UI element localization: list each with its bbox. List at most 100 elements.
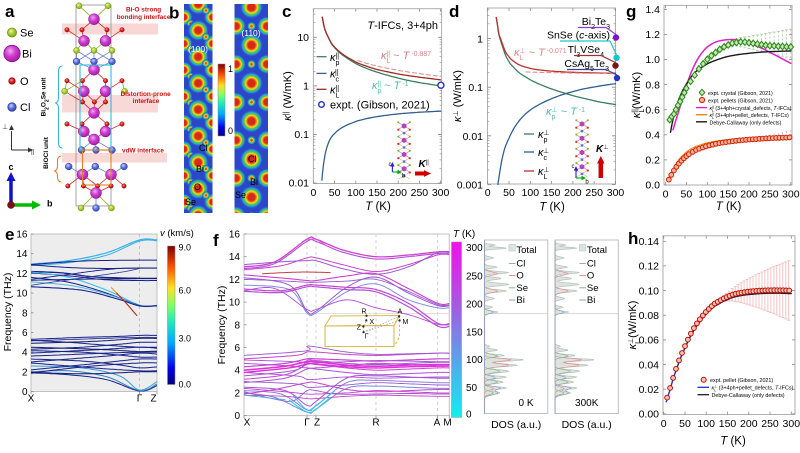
svg-text:0.001: 0.001 [457,180,483,192]
svg-text:200: 200 [564,187,582,199]
svg-text:Bi: Bi [516,295,524,306]
svg-text:A: A [398,309,403,316]
svg-text:200: 200 [466,300,483,311]
svg-text:Debye-Callaway (only defects): Debye-Callaway (only defects) [712,393,785,399]
svg-text:10: 10 [16,289,28,300]
svg-text:4: 4 [234,366,240,377]
svg-text:0: 0 [228,126,233,136]
svg-text:14: 14 [16,249,28,260]
svg-text:2: 2 [22,367,28,378]
svg-text:250: 250 [585,187,603,199]
svg-text:16: 16 [229,230,241,241]
svg-text:0 K: 0 K [518,398,533,409]
svg-text:Frequency (THz): Frequency (THz) [2,273,14,352]
svg-text:300: 300 [432,187,450,199]
svg-text:3.0: 3.0 [179,334,192,344]
svg-text:Cl: Cl [199,143,208,153]
svg-text:150: 150 [466,328,483,339]
svg-text:Bi: Bi [196,164,204,174]
svg-text:0: 0 [234,411,240,422]
svg-text:X: X [370,319,375,326]
svg-text:M: M [403,319,409,326]
svg-text:150: 150 [719,189,737,201]
svg-text:Γ: Γ [304,418,310,429]
svg-text:h: h [628,229,638,248]
svg-text:1.4: 1.4 [645,4,660,16]
svg-text:200: 200 [740,418,758,430]
svg-text:10: 10 [297,32,309,44]
svg-text:Debye-Callaway (only defects): Debye-Callaway (only defects) [710,120,782,126]
svg-text:Frequency (THz): Frequency (THz) [216,286,228,365]
svg-text:300: 300 [607,187,625,199]
svg-text:0: 0 [466,410,472,421]
svg-text:0.0: 0.0 [179,380,192,390]
svg-text:14: 14 [229,252,241,263]
svg-text:100: 100 [347,187,365,199]
svg-text:c: c [389,162,392,168]
svg-text:T (K): T (K) [365,201,391,213]
svg-text:Se: Se [235,190,246,200]
svg-text:||: || [31,149,35,156]
svg-text:Bi: Bi [22,49,32,61]
svg-text:0: 0 [663,189,669,201]
svg-text:12: 12 [229,275,241,286]
svg-text:150: 150 [719,418,737,430]
svg-text:DOS (a.u.): DOS (a.u.) [562,419,612,431]
svg-text:SnSe (c-axis): SnSe (c-axis) [547,30,610,42]
svg-text:1.0: 1.0 [645,54,660,66]
svg-text:250: 250 [411,187,429,199]
svg-text:vdW interface: vdW interface [122,148,164,155]
svg-text:Cl: Cl [248,154,257,164]
svg-text:9.0: 9.0 [179,243,192,253]
svg-text:X: X [244,418,251,429]
svg-text:R: R [372,418,379,429]
svg-text:c: c [8,162,13,172]
svg-text:Se: Se [20,28,33,40]
svg-text:50: 50 [503,187,515,199]
svg-text:2: 2 [234,388,240,399]
svg-text:BiOCl unit: BiOCl unit [43,136,50,169]
svg-text:300K: 300K [575,398,599,409]
svg-text:0: 0 [310,187,316,199]
svg-text:R: R [361,309,366,316]
svg-text:Se: Se [516,283,528,294]
svg-text:(100): (100) [188,44,208,54]
svg-text:0.04: 0.04 [639,359,660,371]
svg-text:300: 300 [466,243,483,254]
svg-text:Total: Total [587,245,607,256]
svg-text:Bi-O strong: Bi-O strong [126,6,161,13]
svg-text:bonding interface: bonding interface [117,14,171,21]
svg-text:100: 100 [522,187,540,199]
svg-text:T (K): T (K) [453,229,475,240]
svg-text:O: O [587,271,594,282]
svg-text:1: 1 [228,64,233,74]
svg-text:g: g [626,2,636,21]
svg-text:8: 8 [22,308,28,319]
svg-text:Cl: Cl [516,259,525,270]
svg-text:8: 8 [234,320,240,331]
svg-text:Se: Se [185,197,196,207]
svg-text:c: c [572,164,575,170]
svg-text:250: 250 [761,189,779,201]
svg-text:Γ: Γ [365,334,369,341]
svg-text:expt. (Gibson, 2021): expt. (Gibson, 2021) [330,100,430,112]
svg-text:κL|| (3+4ph+crystal_defects, T: κL|| (3+4ph+crystal_defects, T-IFCs) [710,105,792,113]
svg-text:50: 50 [681,189,693,201]
svg-text:250: 250 [466,272,483,283]
svg-text:c: c [282,2,291,21]
svg-text:0.01: 0.01 [289,178,310,190]
svg-text:0.0: 0.0 [645,180,660,192]
svg-text:e: e [5,225,14,244]
svg-text:b: b [47,199,53,209]
svg-text:0: 0 [661,418,667,430]
svg-text:0.00: 0.00 [639,409,660,421]
svg-text:A: A [434,418,441,429]
svg-text:T (K): T (K) [539,202,565,214]
svg-text:Total: Total [516,245,536,256]
svg-text:16: 16 [16,230,28,241]
svg-text:0.6: 0.6 [645,104,660,116]
svg-text:Se: Se [587,283,599,294]
svg-text:0.06: 0.06 [639,335,660,347]
svg-text:0.8: 0.8 [645,79,660,91]
svg-text:0.01: 0.01 [463,131,484,143]
